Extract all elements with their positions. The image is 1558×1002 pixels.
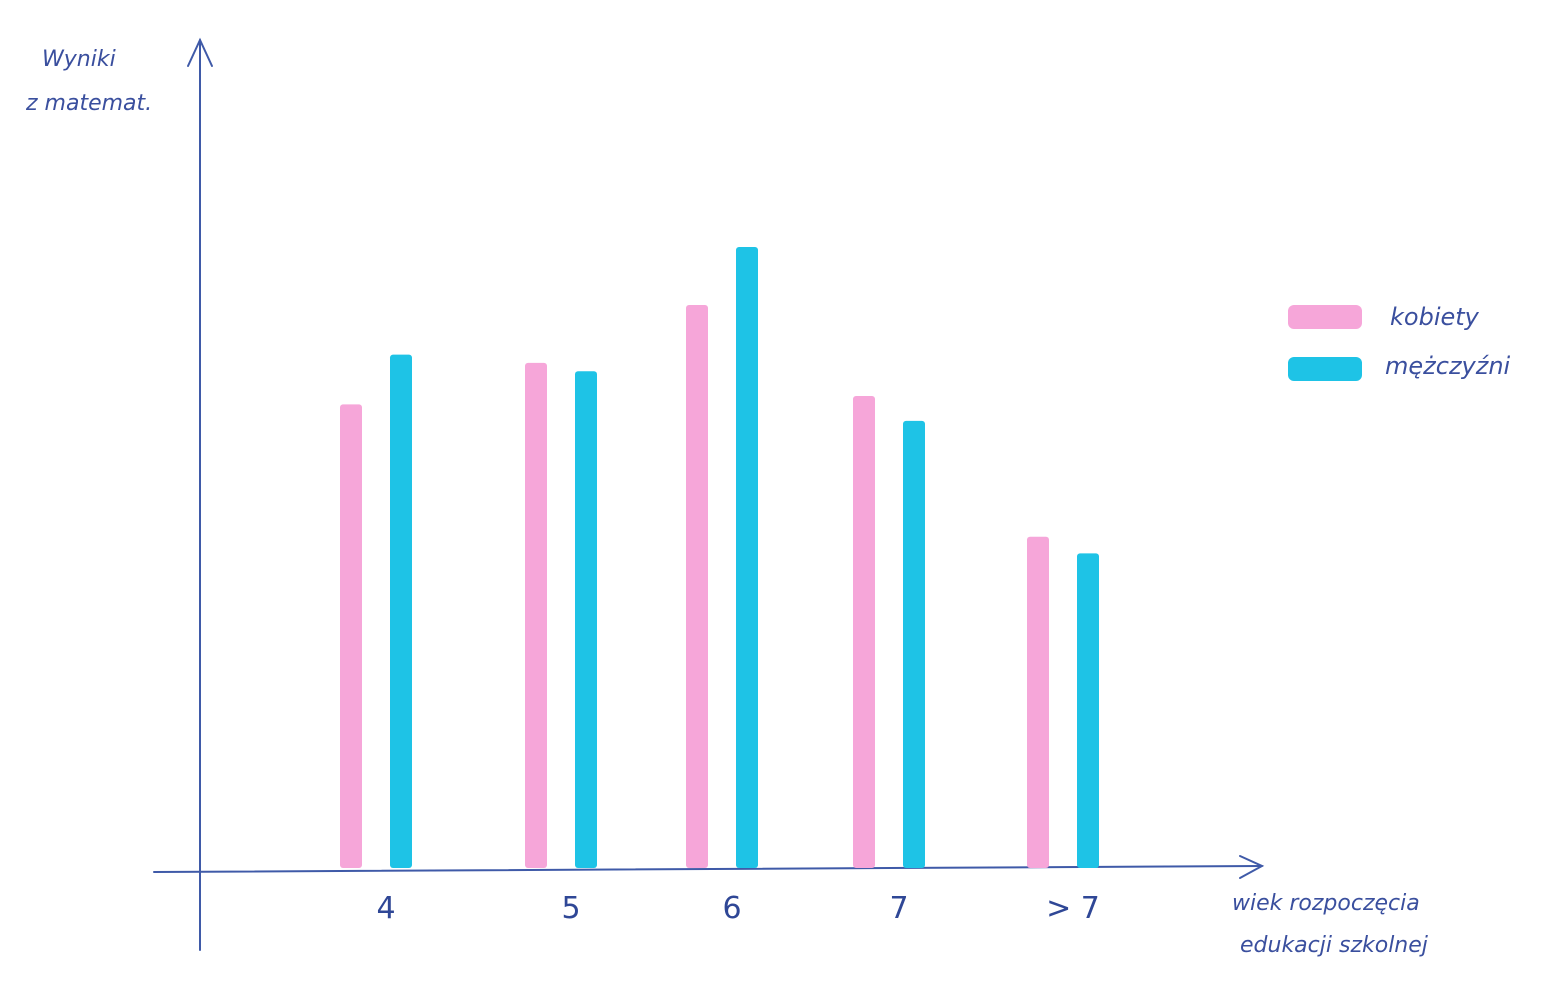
bar-kobiety-gtgt7 [1027, 536, 1049, 868]
bar-mezczyzni-7 [903, 420, 925, 868]
x-axis-arrow [1239, 855, 1265, 879]
legend-swatch-kobiety [1288, 305, 1362, 329]
y-axis-label-line-1: Wyniki [42, 47, 116, 72]
x-tick-labels: 4 5 6 7 > 7 [376, 891, 1099, 926]
legend-label-mezczyzni: mężczyźni [1385, 352, 1511, 380]
bar-kobiety-6 [686, 304, 708, 869]
x-axis-label-line-2: edukacji szkolnej [1240, 933, 1429, 958]
x-tick-label: 6 [722, 891, 741, 926]
bar-mezczyzni-5 [575, 371, 597, 868]
bar-mezczyzni-4 [390, 354, 412, 868]
legend-swatch-mezczyzni [1288, 357, 1362, 381]
bar-kobiety-4 [340, 404, 362, 868]
bar-kobiety-7 [853, 396, 875, 868]
x-axis-label-line-1: wiek rozpoczęcia [1232, 891, 1420, 916]
legend: kobiety mężczyźni [1288, 303, 1511, 381]
x-tick-label: 5 [561, 891, 580, 926]
y-axis-label-line-2: z matemat. [25, 91, 152, 116]
x-tick-label: 7 [889, 891, 908, 926]
bar-mezczyzni-6 [736, 247, 758, 868]
x-tick-label: > 7 [1046, 891, 1100, 926]
x-axis [153, 865, 1263, 873]
bar-mezczyzni-gtgt7 [1077, 553, 1099, 868]
bars-group [340, 247, 1099, 869]
legend-label-kobiety: kobiety [1390, 303, 1480, 331]
y-axis-arrow [187, 37, 213, 67]
bar-kobiety-5 [525, 362, 547, 868]
x-tick-label: 4 [376, 891, 395, 926]
